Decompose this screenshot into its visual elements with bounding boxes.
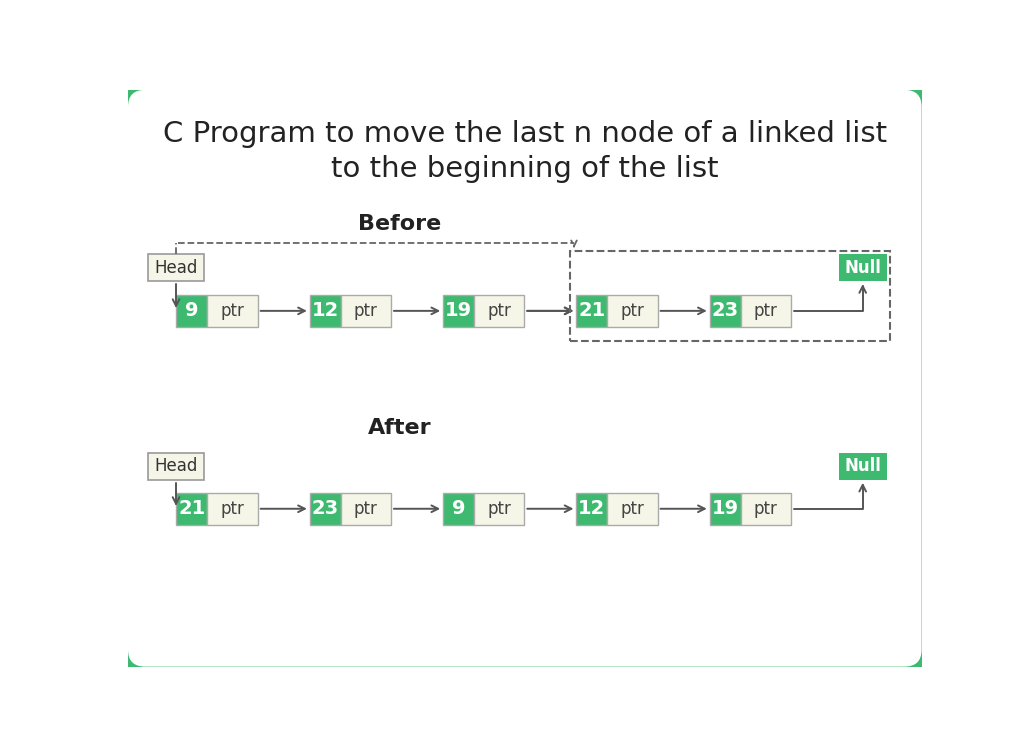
Text: Null: Null (844, 258, 881, 276)
FancyBboxPatch shape (740, 294, 791, 327)
FancyBboxPatch shape (207, 294, 258, 327)
FancyBboxPatch shape (710, 294, 740, 327)
Text: ptr: ptr (354, 500, 378, 518)
FancyBboxPatch shape (607, 294, 657, 327)
Text: ptr: ptr (754, 500, 777, 518)
FancyBboxPatch shape (341, 493, 391, 525)
Text: 9: 9 (185, 301, 199, 321)
FancyBboxPatch shape (839, 453, 887, 480)
Text: ptr: ptr (754, 302, 777, 320)
FancyBboxPatch shape (176, 493, 207, 525)
Text: Head: Head (155, 458, 198, 476)
FancyBboxPatch shape (309, 493, 341, 525)
FancyBboxPatch shape (839, 254, 887, 281)
Bar (570, 251, 890, 341)
Text: ptr: ptr (220, 500, 245, 518)
Text: 12: 12 (579, 500, 605, 518)
Text: Before: Before (357, 214, 441, 234)
FancyBboxPatch shape (341, 294, 391, 327)
FancyBboxPatch shape (148, 453, 204, 480)
Text: to the beginning of the list: to the beginning of the list (331, 154, 719, 183)
Text: 12: 12 (311, 301, 339, 321)
Text: ptr: ptr (354, 302, 378, 320)
FancyBboxPatch shape (207, 493, 258, 525)
FancyBboxPatch shape (109, 70, 941, 686)
FancyBboxPatch shape (443, 294, 474, 327)
FancyBboxPatch shape (176, 294, 207, 327)
FancyBboxPatch shape (607, 493, 657, 525)
FancyBboxPatch shape (309, 294, 341, 327)
FancyBboxPatch shape (577, 493, 607, 525)
FancyBboxPatch shape (577, 294, 607, 327)
Text: C Program to move the last n node of a linked list: C Program to move the last n node of a l… (163, 120, 887, 148)
FancyBboxPatch shape (474, 294, 524, 327)
Text: ptr: ptr (487, 500, 511, 518)
Text: After: After (368, 418, 431, 438)
FancyBboxPatch shape (474, 493, 524, 525)
Text: ptr: ptr (621, 500, 644, 518)
Text: ptr: ptr (220, 302, 245, 320)
Text: ptr: ptr (487, 302, 511, 320)
Text: Null: Null (844, 458, 881, 476)
Text: 9: 9 (452, 500, 465, 518)
FancyBboxPatch shape (148, 254, 204, 281)
Text: 21: 21 (178, 500, 206, 518)
Text: 23: 23 (712, 301, 738, 321)
FancyBboxPatch shape (443, 493, 474, 525)
FancyBboxPatch shape (710, 493, 740, 525)
Text: 21: 21 (579, 301, 605, 321)
Text: ptr: ptr (621, 302, 644, 320)
Text: 19: 19 (445, 301, 472, 321)
Text: 23: 23 (311, 500, 339, 518)
Text: 19: 19 (712, 500, 738, 518)
FancyBboxPatch shape (128, 90, 922, 667)
FancyBboxPatch shape (740, 493, 791, 525)
Text: Head: Head (155, 258, 198, 276)
